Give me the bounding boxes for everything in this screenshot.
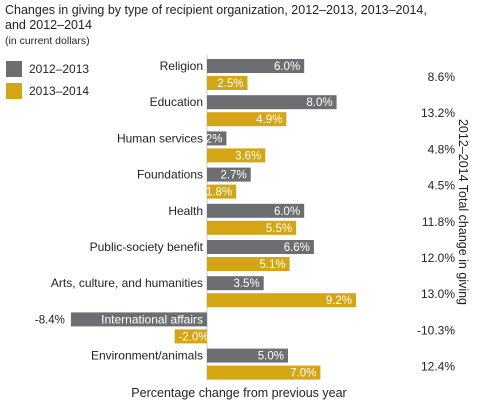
total-label-religion: 8.6% (428, 70, 456, 84)
total-label-human-services: 4.8% (428, 142, 456, 156)
bar-label-religion-2012-2013: 6.0% (274, 61, 300, 73)
bar-international-affairs-2012-2013 (70, 312, 207, 327)
bar-label-environment-animals-2013-2014: 7.0% (290, 368, 316, 380)
total-label-environment-animals: 12.4% (421, 360, 455, 374)
bar-label-human-services-2013-2014: 3.6% (235, 150, 261, 162)
chart-subtitle: (in current dollars) (5, 35, 90, 47)
bar-education-2012-2013 (207, 95, 337, 110)
total-label-public-society-benefit: 12.0% (421, 251, 455, 265)
bar-environment-animals-2013-2014 (207, 365, 321, 380)
bar-human-services-2012-2013 (207, 131, 227, 146)
bar-label-religion-2013-2014: 2.5% (217, 78, 243, 90)
bar-label-human-services-2012-2013: 1.2% (196, 133, 222, 145)
bar-label-education-2012-2013: 8.0% (306, 97, 332, 109)
total-label-arts-culture-and-humanities: 13.0% (421, 287, 455, 301)
x-axis-label: Percentage change from previous year (131, 386, 347, 400)
bar-public-society-benefit-2012-2013 (207, 240, 314, 254)
category-label-religion: Religion (160, 59, 203, 73)
bar-arts-culture-and-humanities-2013-2014 (207, 293, 357, 308)
bar-foundations-2012-2013 (207, 167, 251, 182)
bar-label-education-2013-2014: 4.9% (256, 114, 282, 126)
bar-religion-2013-2014 (207, 76, 248, 90)
bar-label-international-affairs-2012-2013: -8.4% (35, 314, 65, 326)
y-axis-label: 2012–2014 Total change in giving (456, 118, 470, 306)
bar-religion-2012-2013 (207, 59, 305, 73)
legend-label-2012-2013: 2012–2013 (29, 62, 90, 76)
bar-label-arts-culture-and-humanities-2013-2014: 9.2% (326, 295, 352, 307)
bar-label-environment-animals-2012-2013: 5.0% (258, 351, 284, 363)
category-label-public-society-benefit: Public-society benefit (90, 240, 204, 254)
bar-arts-culture-and-humanities-2012-2013 (207, 276, 264, 291)
bar-foundations-2013-2014 (207, 184, 237, 199)
chart-title: Changes in giving by type of recipient o… (5, 3, 427, 32)
category-label-education: Education (150, 95, 203, 109)
bar-health-2013-2014 (207, 220, 297, 235)
bar-label-foundations-2012-2013: 2.7% (221, 170, 247, 182)
bar-label-foundations-2013-2014: 1.8% (206, 187, 232, 199)
total-label-foundations: 4.5% (428, 179, 456, 193)
bar-label-public-society-benefit-2013-2014: 5.1% (259, 259, 285, 271)
bar-label-international-affairs-2013-2014: -2.0% (179, 331, 209, 343)
total-label-health: 11.8% (422, 215, 455, 229)
bar-label-health-2012-2013: 6.0% (274, 206, 300, 218)
legend-label-2013-2014: 2013–2014 (29, 84, 90, 98)
legend-swatch-2013-2014 (6, 83, 22, 99)
bar-health-2012-2013 (207, 203, 305, 218)
bar-environment-animals-2012-2013 (207, 348, 288, 363)
total-label-education: 13.2% (421, 106, 455, 120)
category-label-human-services: Human services (117, 131, 203, 145)
bar-label-health-2013-2014: 5.5% (266, 223, 292, 235)
bar-label-public-society-benefit-2012-2013: 6.6% (284, 242, 310, 254)
category-label-foundations: Foundations (137, 168, 203, 182)
legend-swatch-2012-2013 (6, 61, 22, 77)
category-label-health: Health (168, 204, 203, 218)
bar-public-society-benefit-2013-2014 (207, 257, 290, 271)
total-label-international-affairs: -10.3% (417, 323, 455, 337)
category-label-arts-culture-and-humanities: Arts, culture, and humanities (51, 276, 203, 290)
bar-international-affairs-2013-2014 (174, 329, 207, 344)
bar-label-arts-culture-and-humanities-2012-2013: 3.5% (233, 278, 259, 290)
bar-education-2013-2014 (207, 112, 287, 127)
category-label-environment-animals: Environment/animals (91, 349, 203, 363)
bar-human-services-2013-2014 (207, 148, 266, 163)
category-label-international-affairs: International affairs (101, 312, 203, 326)
